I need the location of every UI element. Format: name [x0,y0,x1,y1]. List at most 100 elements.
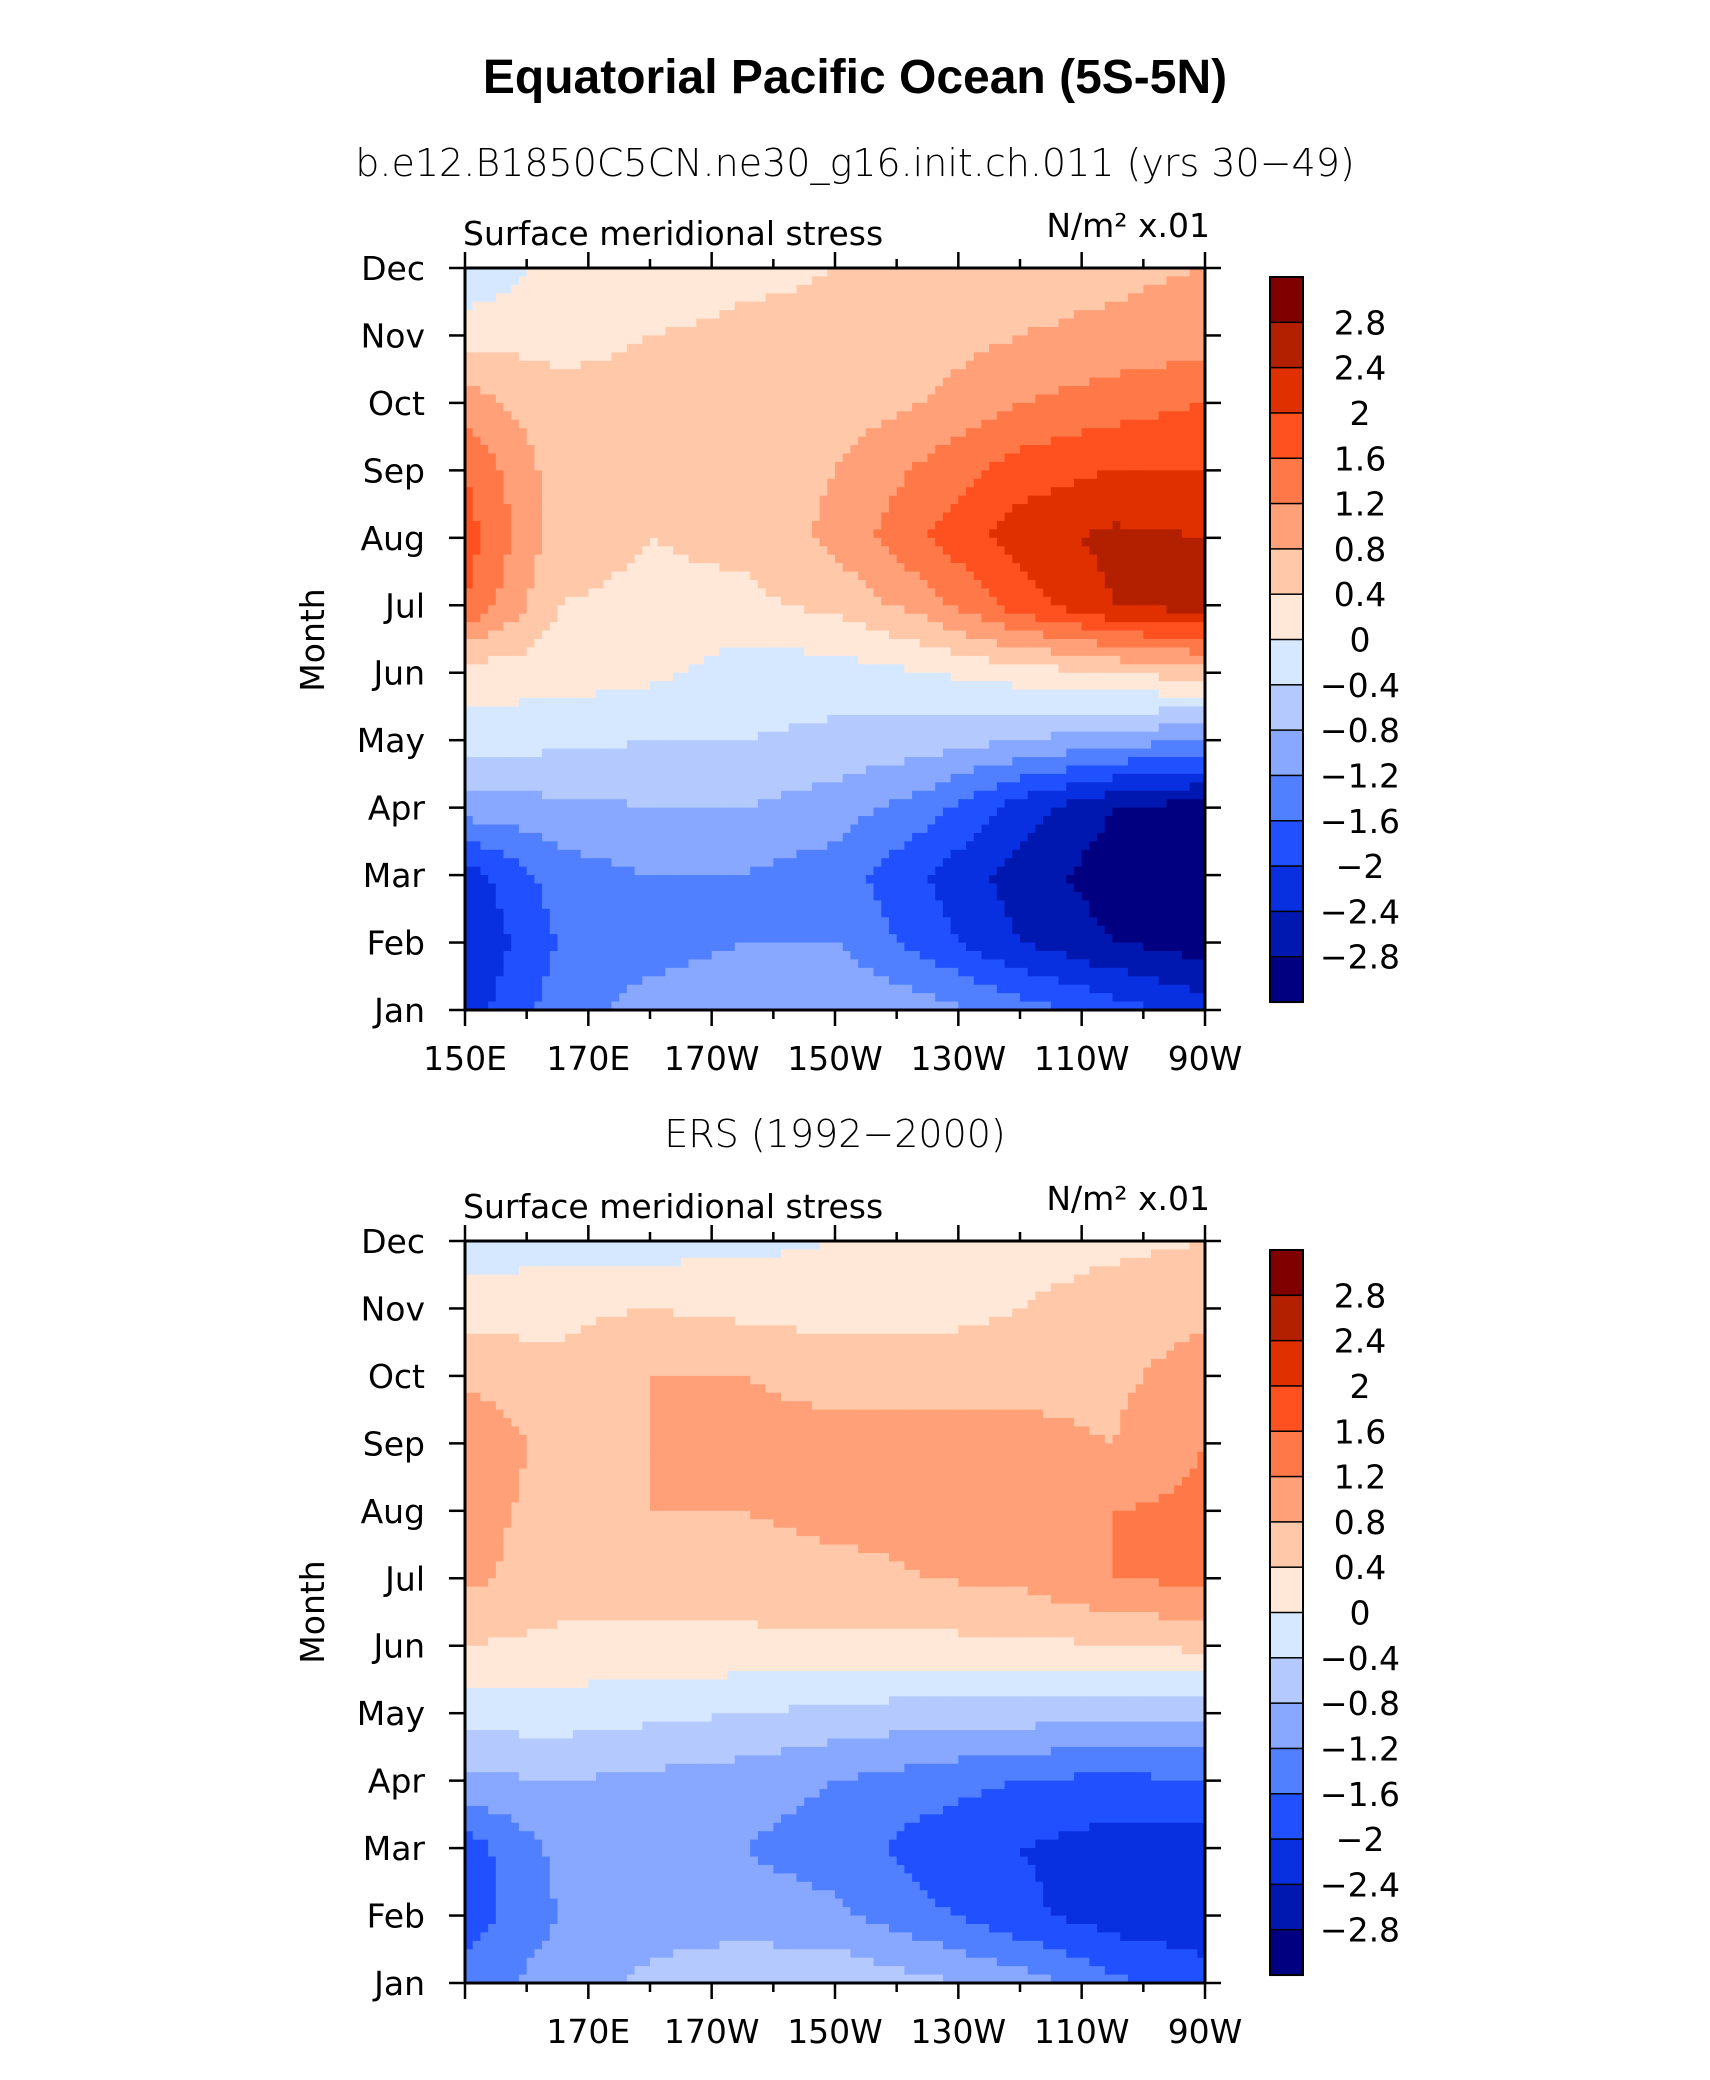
contour-cell [689,496,697,505]
contour-cell [534,310,542,319]
contour-cell [928,605,936,614]
contour-cell [581,403,589,412]
contour-cell [1143,403,1151,412]
contour-cell [743,580,751,589]
contour-cell [966,538,974,547]
contour-cell [635,639,643,648]
contour-cell [858,369,866,378]
contour-cell [750,327,758,336]
contour-cell [727,631,735,640]
contour-cell [673,698,681,707]
contour-cell [1043,352,1051,361]
contour-cell [897,445,905,454]
contour-cell [866,504,874,513]
contour-cell [1151,529,1159,538]
contour-cell [527,656,535,665]
contour-cell [766,411,774,420]
contour-cell [1012,529,1020,538]
contour-cell [534,302,542,311]
contour-cell [1143,420,1151,429]
contour-cell [1059,437,1067,446]
contour-cell [604,428,612,437]
contour-cell [1035,462,1043,471]
contour-cell [650,479,658,488]
contour-cell [496,369,504,378]
contour-cell [981,572,989,581]
contour-cell [881,445,889,454]
contour-cell [1190,302,1198,311]
contour-cell [928,327,936,336]
contour-cell [1059,454,1067,463]
contour-cell [1151,462,1159,471]
contour-cell [673,403,681,412]
contour-cell [1151,394,1159,403]
contour-cell [928,454,936,463]
contour-cell [827,513,835,522]
contour-cell [951,386,959,395]
contour-cell [1089,394,1097,403]
contour-cell [727,285,735,294]
contour-cell [581,631,589,640]
contour-cell [1128,335,1136,344]
contour-cell [989,445,997,454]
contour-cell [912,361,920,370]
contour-cell [820,504,828,513]
contour-cell [712,276,720,285]
contour-cell [935,572,943,581]
contour-cell [1128,386,1136,395]
contour-cell [912,614,920,623]
contour-cell [704,563,712,572]
contour-cell [974,605,982,614]
contour-cell [1166,428,1174,437]
contour-cell [951,445,959,454]
contour-cell [835,378,843,387]
contour-cell [581,352,589,361]
contour-cell [897,470,905,479]
contour-cell [773,344,781,353]
contour-cell [665,454,673,463]
contour-cell [689,394,697,403]
contour-cell [604,681,612,690]
contour-cell [635,327,643,336]
contour-cell [1105,588,1113,597]
contour-cell [673,327,681,336]
contour-cell [874,276,882,285]
contour-cell [866,496,874,505]
contour-cell [820,681,828,690]
contour-cell [1143,361,1151,370]
contour-cell [488,555,496,564]
contour-cell [958,386,966,395]
contour-cell [696,479,704,488]
contour-cell [912,454,920,463]
contour-cell [658,378,666,387]
contour-cell [573,344,581,353]
contour-cell [665,462,673,471]
contour-cell [743,470,751,479]
contour-cell [766,664,774,673]
contour-cell [527,378,535,387]
contour-cell [689,335,697,344]
contour-cell [904,369,912,378]
contour-cell [804,538,812,547]
contour-cell [943,614,951,623]
contour-cell [850,445,858,454]
contour-cell [635,378,643,387]
contour-cell [488,513,496,522]
contour-cell [511,521,519,530]
contour-cell [1097,479,1105,488]
contour-cell [904,386,912,395]
contour-cell [1174,597,1182,606]
contour-cell [1066,352,1074,361]
contour-cell [1074,664,1082,673]
contour-cell [1012,614,1020,623]
contour-cell [850,335,858,344]
contour-cell [804,698,812,707]
contour-cell [920,293,928,302]
contour-cell [1028,656,1036,665]
contour-cell [874,647,882,656]
contour-cell [573,588,581,597]
contour-cell [665,639,673,648]
contour-cell [835,504,843,513]
contour-cell [1097,631,1105,640]
contour-cell [943,369,951,378]
